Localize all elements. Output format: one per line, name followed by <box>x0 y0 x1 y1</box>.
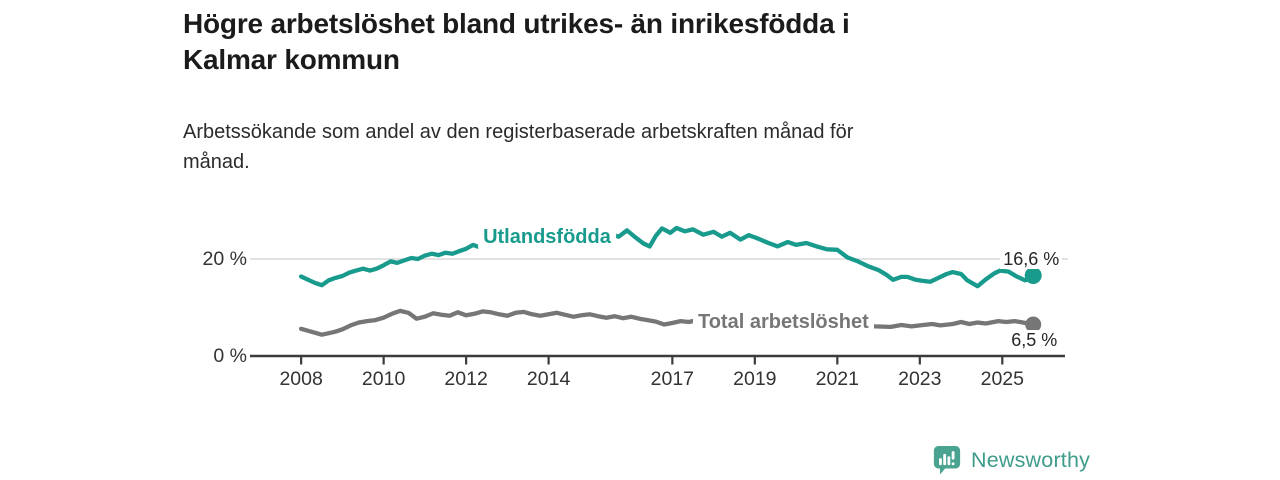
newsworthy-logo[interactable]: Newsworthy <box>932 444 1090 476</box>
chart-title-line2: Kalmar kommun <box>183 44 400 75</box>
chart-subtitle-line2: månad. <box>183 151 250 173</box>
newsworthy-logo-text: Newsworthy <box>971 447 1091 472</box>
series-end-dot-utlandsfodda <box>1024 267 1042 284</box>
chart-title-line1: Högre arbetslöshet bland utrikes- än inr… <box>183 8 850 39</box>
chart-subtitle-line1: Arbetssökande som andel av den registerb… <box>183 121 854 143</box>
chart-title: Högre arbetslöshet bland utrikes- än inr… <box>183 6 1043 78</box>
series-line-utlandsfodda <box>298 225 1036 289</box>
chart-subtitle: Arbetssökande som andel av den registerb… <box>183 117 1063 177</box>
series-end-dot-total-arbetsloshet <box>1025 316 1042 333</box>
newsworthy-logo-icon <box>933 445 961 475</box>
series-line-total-arbetsloshet <box>298 308 1036 337</box>
